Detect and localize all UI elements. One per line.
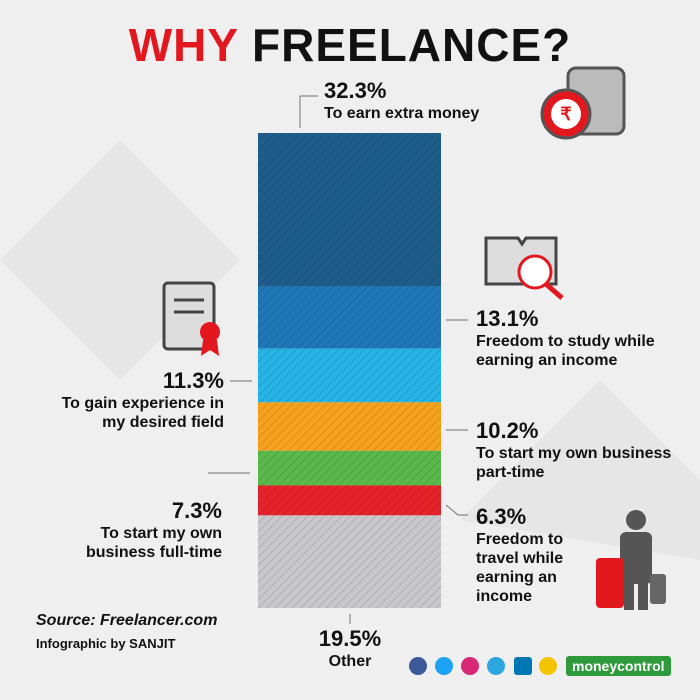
category-label: To start my own business full-time: [85, 525, 222, 561]
connectors: [208, 95, 468, 624]
segment-label: 19.5% Other: [260, 626, 440, 671]
coins-icon: ₹: [540, 66, 626, 140]
value-label: 6.3%: [476, 504, 527, 529]
segment-label: 6.3% Freedom to travel while earning an i…: [476, 504, 596, 606]
brand-logo: moneycontrol: [566, 656, 671, 676]
segment-label: 10.2% To start my own business part-time: [476, 418, 676, 482]
title-rest: FREELANCE?: [252, 19, 572, 71]
source: Source: Freelancer.com: [36, 612, 218, 629]
value-label: 32.3%: [324, 78, 387, 103]
value-label: 13.1%: [476, 306, 539, 331]
chart-title: WHY FREELANCE?: [0, 18, 700, 72]
category-label: To start my own business part-time: [476, 445, 672, 481]
category-label: Other: [328, 653, 372, 670]
category-label: Freedom to travel while earning an incom…: [476, 531, 564, 605]
title-highlight: WHY: [128, 19, 239, 71]
credit: Infographic by SANJIT: [36, 636, 176, 651]
value-label: 11.3%: [162, 368, 224, 393]
traveler-icon: [596, 510, 666, 610]
value-label: 10.2%: [476, 418, 539, 443]
segment-label: 11.3% To gain experience in my desired fi…: [52, 368, 224, 432]
certificate-icon: [162, 281, 220, 356]
segment-label: 32.3% To earn extra money: [324, 78, 564, 123]
svg-text:₹: ₹: [560, 104, 572, 124]
category-label: To earn extra money: [324, 105, 480, 122]
hatch-overlay: [258, 133, 441, 608]
value-label: 19.5%: [318, 626, 382, 651]
social-icons: [409, 657, 557, 675]
segment-label: 13.1% Freedom to study while earning an i…: [476, 306, 656, 370]
segment-label: 7.3% To start my own business full-time: [40, 498, 222, 562]
book-icon: [484, 236, 564, 300]
category-label: To gain experience in my desired field: [61, 395, 224, 431]
value-label: 7.3%: [171, 498, 222, 523]
category-label: Freedom to study while earning an income: [476, 333, 655, 369]
